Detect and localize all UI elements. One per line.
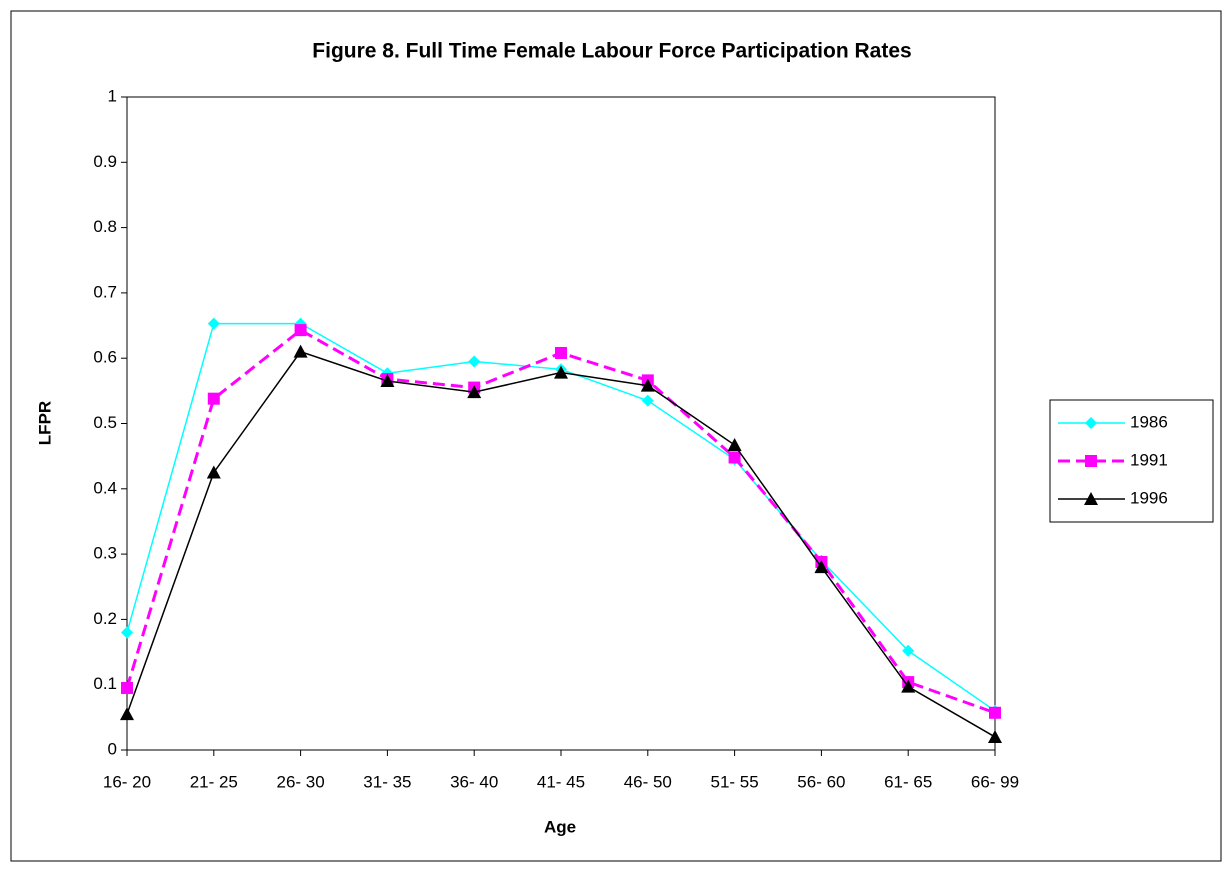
y-tick-label: 0.9 <box>93 152 117 171</box>
y-tick-label: 1 <box>108 86 117 105</box>
x-tick-label: 46- 50 <box>624 772 672 791</box>
y-tick-label: 0.5 <box>93 413 117 432</box>
y-tick-label: 0.6 <box>93 348 117 367</box>
marker-square <box>1085 455 1097 467</box>
y-tick-label: 0.1 <box>93 674 117 693</box>
y-tick-label: 0.3 <box>93 544 117 563</box>
marker-diamond <box>641 394 654 407</box>
marker-triangle <box>988 729 1002 743</box>
marker-square <box>989 706 1001 719</box>
x-tick-label: 21- 25 <box>190 772 238 791</box>
legend-label: 1991 <box>1130 450 1168 469</box>
marker-square <box>728 451 741 464</box>
marker-square <box>294 324 307 337</box>
marker-square <box>121 681 133 694</box>
legend-label: 1996 <box>1130 488 1168 507</box>
marker-triangle <box>554 365 568 379</box>
legend-label: 1986 <box>1130 412 1168 431</box>
y-tick-label: 0 <box>108 739 117 758</box>
marker-triangle <box>206 465 221 479</box>
y-tick-label: 0.4 <box>93 478 117 497</box>
marker-triangle <box>467 385 482 399</box>
x-tick-label: 36- 40 <box>450 772 498 791</box>
y-tick-label: 0.7 <box>93 282 117 301</box>
x-tick-label: 31- 35 <box>363 772 411 791</box>
marker-triangle <box>640 378 655 392</box>
x-tick-label: 41- 45 <box>537 772 585 791</box>
marker-triangle <box>120 707 134 721</box>
chart-title: Figure 8. Full Time Female Labour Force … <box>312 40 911 63</box>
marker-diamond <box>902 644 915 657</box>
y-tick-label: 0.8 <box>93 217 117 236</box>
marker-square <box>555 346 567 359</box>
marker-square <box>207 392 220 405</box>
x-tick-label: 66- 99 <box>971 772 1019 791</box>
marker-triangle <box>814 560 829 574</box>
chart-border <box>10 10 1222 862</box>
x-tick-label: 26- 30 <box>276 772 324 791</box>
marker-diamond <box>121 626 133 639</box>
marker-triangle <box>901 679 916 693</box>
x-axis-title: Age <box>544 817 576 836</box>
marker-triangle <box>380 374 395 388</box>
y-tick-label: 0.2 <box>93 609 117 628</box>
marker-diamond <box>468 355 481 368</box>
marker-diamond <box>1085 417 1097 429</box>
marker-triangle <box>727 438 742 452</box>
y-axis-title: LFPR <box>35 401 54 445</box>
x-tick-label: 56- 60 <box>797 772 845 791</box>
marker-triangle <box>293 344 308 358</box>
x-tick-label: 16- 20 <box>103 772 151 791</box>
marker-triangle <box>1084 492 1098 505</box>
marker-diamond <box>207 317 220 330</box>
x-tick-label: 51- 55 <box>710 772 758 791</box>
x-tick-label: 61- 65 <box>884 772 932 791</box>
